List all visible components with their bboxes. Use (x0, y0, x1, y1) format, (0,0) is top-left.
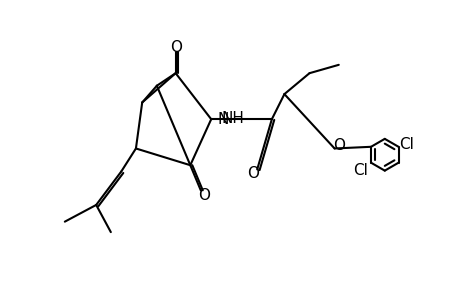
Text: O: O (169, 40, 181, 55)
Text: O: O (197, 188, 209, 203)
Text: O: O (246, 166, 259, 181)
Text: Cl: Cl (353, 163, 368, 178)
Text: Cl: Cl (398, 137, 413, 152)
Text: O: O (333, 138, 345, 153)
Text: NH: NH (221, 111, 244, 126)
Text: N: N (217, 112, 229, 127)
